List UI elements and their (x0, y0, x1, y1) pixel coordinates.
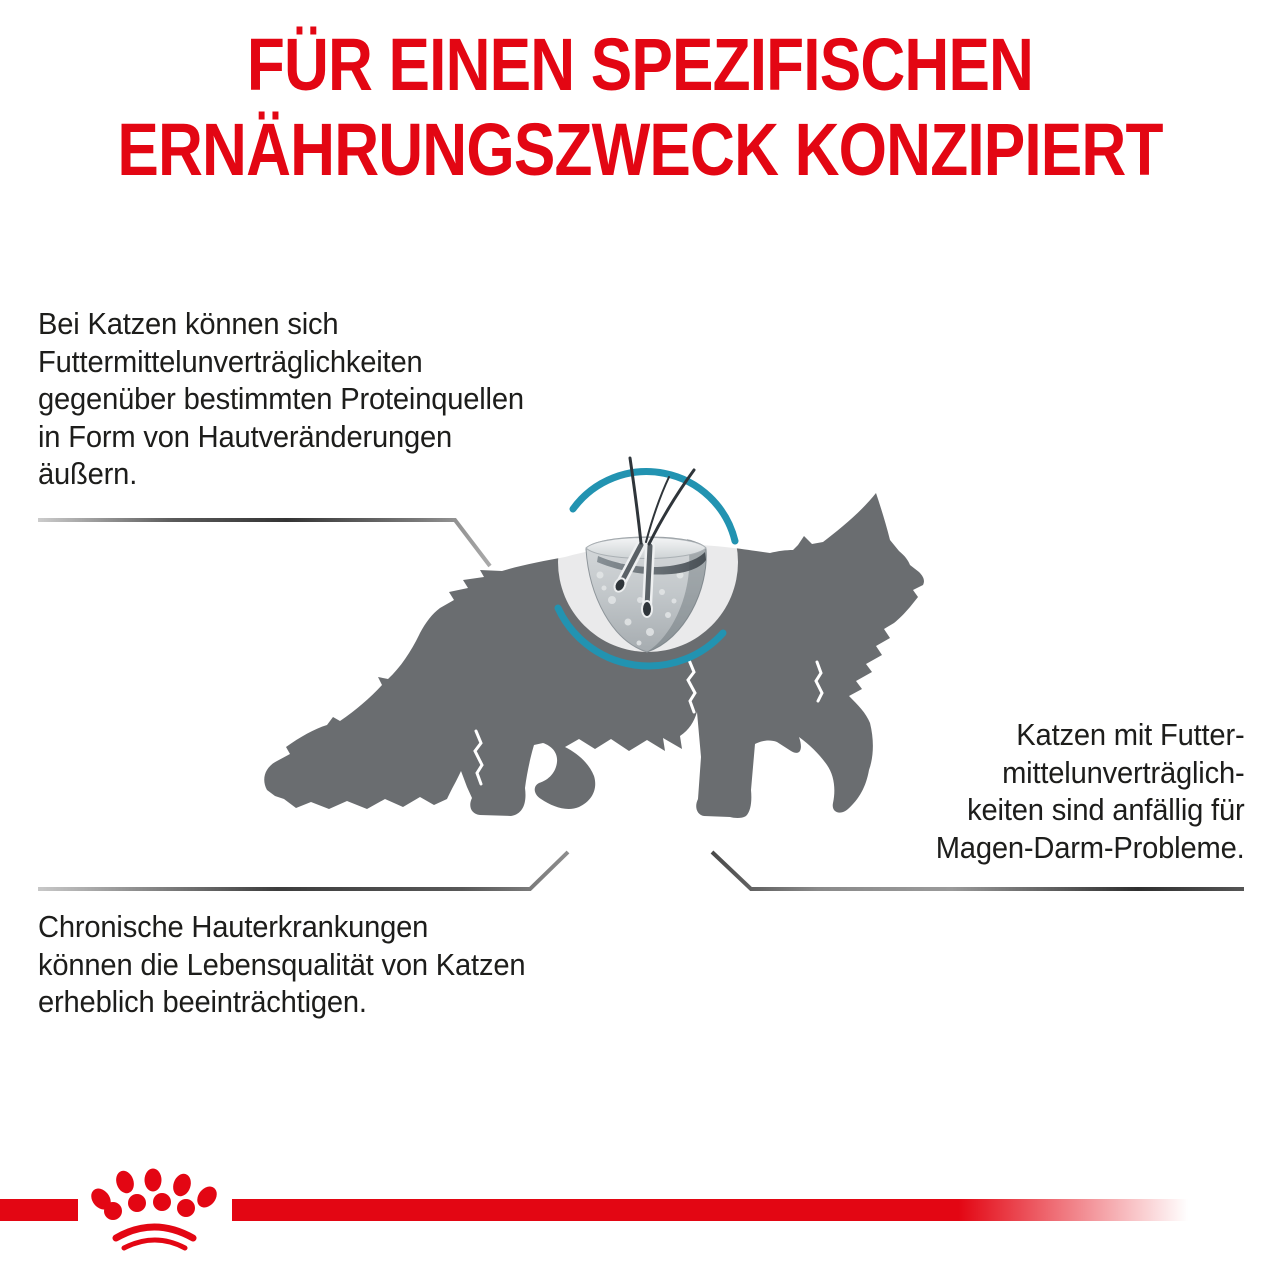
cat-silhouette (264, 493, 924, 818)
leader-line-quality (38, 850, 570, 891)
cat-body (264, 493, 924, 818)
brand-band-right (232, 1199, 1188, 1221)
skin-cross-section-icon (585, 456, 707, 653)
callout-line: Magen-Darm-Probleme. (935, 829, 1244, 865)
magnifier-arc-top (569, 468, 739, 545)
callout-line: in Form von Hautveränderungen (38, 418, 453, 454)
callout-line: Chronische Hauterkrankungen (38, 909, 429, 944)
callout-line: mittelunverträglich- (1001, 754, 1245, 790)
leader-lines (38, 518, 1244, 891)
footer-brand-band (0, 1168, 1188, 1251)
callout-line: Futtermittelunverträglichkeiten (38, 343, 423, 379)
callout-skin-intolerance: Bei Katzen können sich Futtermittelunver… (38, 305, 524, 493)
cat-fur-wisps (473, 658, 824, 786)
callout-line: Bei Katzen können sich (38, 306, 339, 341)
page-title-line-1: FÜR EINEN SPEZIFISCHEN (246, 23, 1034, 106)
page-title: FÜR EINEN SPEZIFISCHEN ERNÄHRUNGSZWECK K… (0, 22, 1280, 192)
royal-canin-crown-logo (91, 1168, 217, 1251)
magnifier-arc-bottom (554, 604, 727, 670)
callout-line: erheblich beeinträchtigen. (38, 984, 367, 1019)
callout-line: können die Lebensqualität von Katzen (38, 946, 526, 982)
callout-line: keiten sind anfällig für (966, 792, 1245, 827)
hair-strand (647, 468, 696, 546)
callout-quality-of-life: Chronische Hauterkrankungen können die L… (38, 908, 526, 1021)
callout-line: gegenüber bestimmten Proteinquellen (38, 381, 524, 416)
hair-strand (628, 456, 643, 545)
callout-line: äußern. (38, 456, 138, 491)
callout-line: Katzen mit Futter- (1015, 717, 1244, 752)
hair-follicles (613, 456, 696, 618)
leader-line-digestive (710, 850, 1244, 891)
hair-strand (645, 476, 670, 543)
brand-band-left (0, 1199, 78, 1221)
callout-digestive: Katzen mit Futter- mittelunverträglich- … (935, 716, 1244, 866)
page-title-line-2: ERNÄHRUNGSZWECK KONZIPIERT (117, 108, 1163, 191)
leader-line-skin (38, 518, 492, 568)
